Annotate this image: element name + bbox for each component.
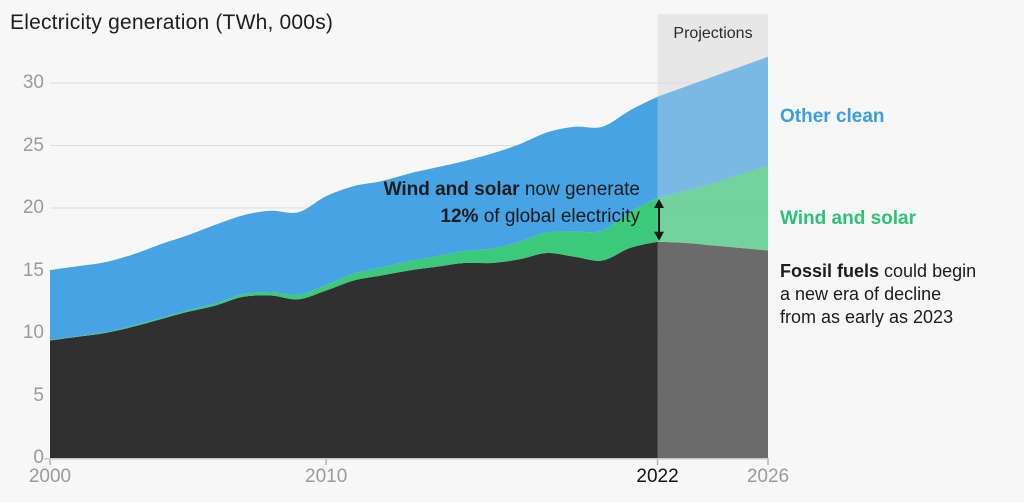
share-arrow-head-bottom	[654, 231, 665, 241]
annotation-text: now generate	[519, 179, 640, 200]
fossil-note-line-3: from as early as 2023	[780, 307, 954, 327]
annotation-bold-text: Wind and solar	[383, 179, 520, 200]
fossil-fuels-area	[50, 241, 658, 458]
fossil-fuels-note: Fossil fuels could begin a new era of de…	[780, 260, 976, 329]
fossil-note-text: could begin	[879, 261, 977, 281]
x-axis-label-2000: 2000	[28, 466, 72, 487]
other-clean-area	[50, 96, 658, 341]
y-axis-label: 20	[22, 197, 44, 218]
wind-and-solar-area-projection	[657, 165, 768, 251]
share-arrow-head-top	[654, 199, 665, 208]
x-axis-label-2026: 2026	[746, 466, 790, 487]
y-axis-label: 30	[22, 72, 44, 93]
y-axis-label: 0	[33, 447, 44, 468]
fossil-note-line-1: Fossil fuels could begin	[780, 260, 976, 283]
legend-wind-solar: Wind and solar	[780, 208, 917, 229]
annotation-line-1: Wind and solar now generate	[320, 176, 640, 203]
fossil-fuels-area-projection	[657, 241, 768, 458]
y-axis-label: 25	[22, 134, 44, 156]
annotation-percent: 12%	[440, 206, 479, 227]
wind-solar-annotation: Wind and solar now generate 12% of globa…	[320, 176, 640, 230]
projections-label: Projections	[673, 25, 753, 42]
annotation-text: of global electricity	[478, 206, 640, 227]
legend-other-clean: Other clean	[780, 106, 885, 127]
y-axis-label: 15	[22, 259, 44, 281]
y-axis-label: 10	[22, 322, 44, 343]
other-clean-area-projection	[657, 56, 768, 198]
chart-title: Electricity generation (TWh, 000s)	[10, 11, 334, 34]
fossil-note-bold: Fossil fuels	[780, 261, 880, 281]
annotation-line-2: 12% of global electricity	[320, 203, 640, 230]
fossil-note-line-2: a new era of decline	[780, 284, 942, 304]
x-axis-label-2022: 2022	[636, 466, 679, 487]
x-axis-label-2010: 2010	[305, 466, 348, 487]
y-axis-label: 5	[33, 384, 44, 406]
